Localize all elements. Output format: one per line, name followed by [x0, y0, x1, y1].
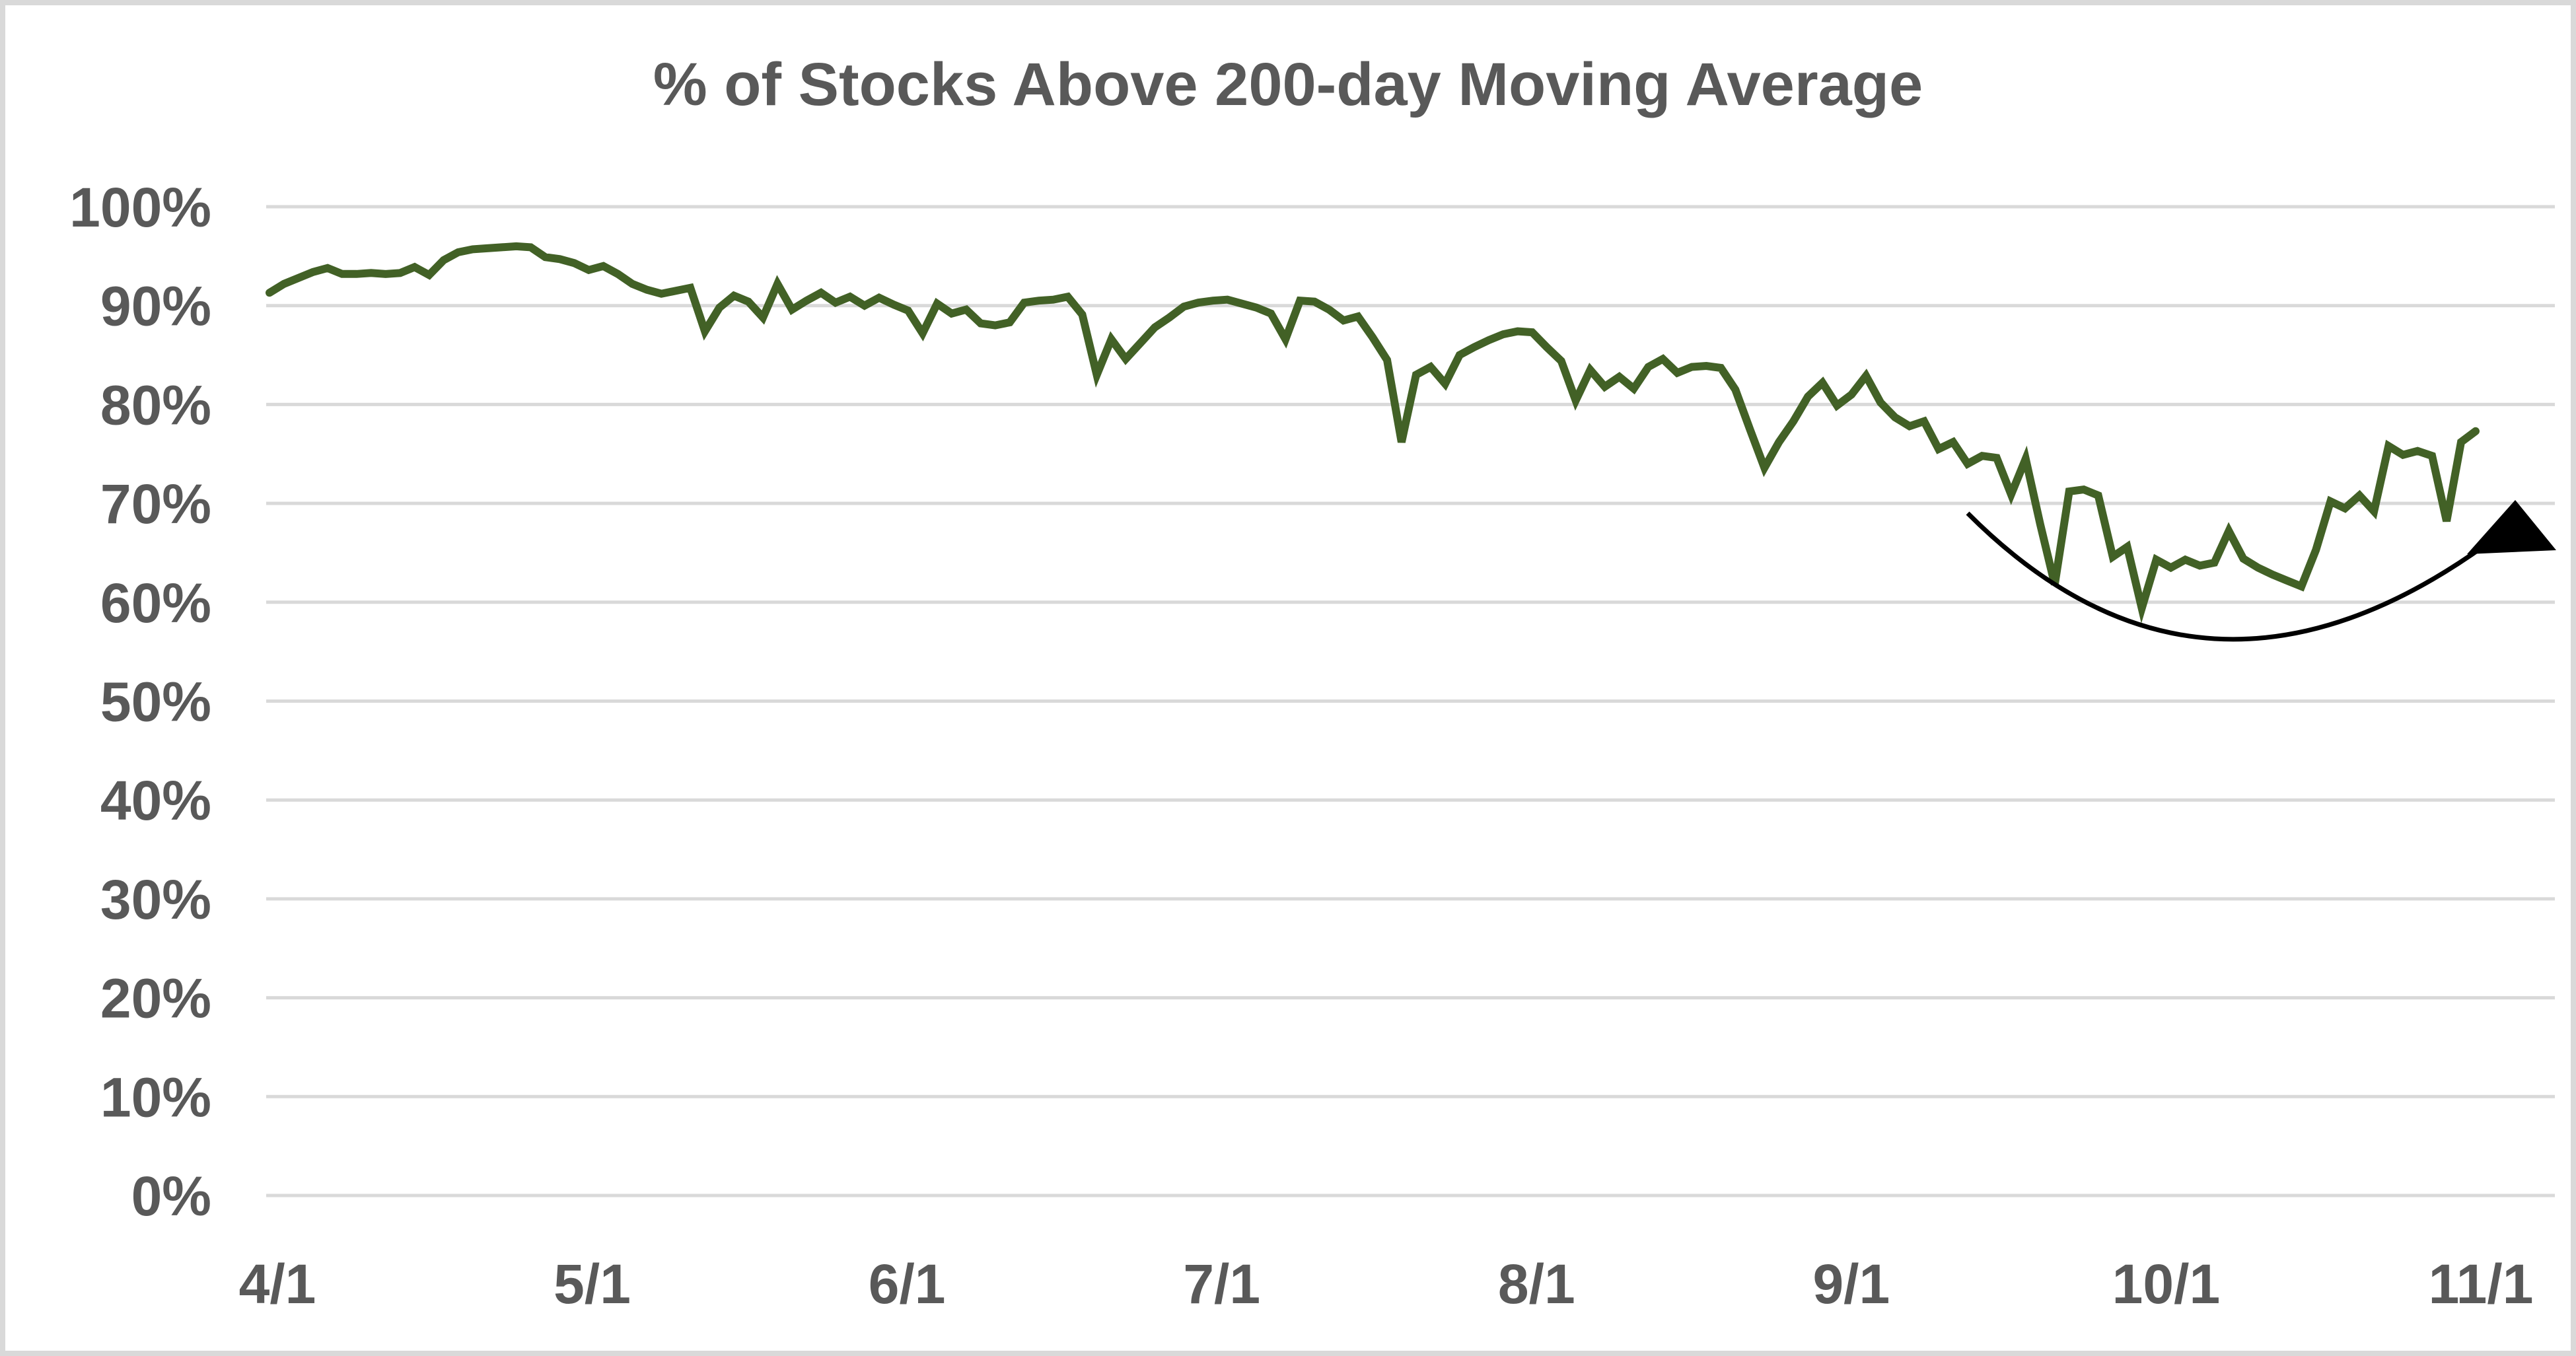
y-tick-label-70%: 70% — [100, 473, 211, 535]
x-tick-label-10/1: 10/1 — [2112, 1253, 2221, 1315]
y-tick-label-90%: 90% — [100, 275, 211, 338]
chart-title: % of Stocks Above 200-day Moving Average — [653, 51, 1923, 118]
y-tick-label-100%: 100% — [69, 176, 211, 238]
y-tick-label-80%: 80% — [100, 374, 211, 436]
x-tick-label-7/1: 7/1 — [1183, 1253, 1260, 1315]
annotation-arrowhead-icon — [2467, 500, 2556, 554]
annotation-arc — [1966, 511, 2487, 642]
x-tick-label-9/1: 9/1 — [1812, 1253, 1890, 1315]
line-chart-plot-area: 100% 90% 80% 70% 60% 50% 40% 30% 20% 10% 0% 4/1 5/1 6… — [69, 176, 2556, 1315]
y-tick-label-30%: 30% — [100, 869, 211, 931]
y-tick-label-40%: 40% — [100, 769, 211, 832]
y-tick-label-20%: 20% — [100, 968, 211, 1030]
x-tick-label-6/1: 6/1 — [869, 1253, 946, 1315]
data-line-pct-above-200dma — [266, 242, 2480, 624]
y-tick-label-10%: 10% — [100, 1066, 211, 1128]
x-tick-label-8/1: 8/1 — [1498, 1253, 1575, 1315]
x-tick-label-4/1: 4/1 — [239, 1253, 316, 1315]
y-tick-label-50%: 50% — [100, 671, 211, 733]
x-tick-label-5/1: 5/1 — [554, 1253, 631, 1315]
x-tick-label-11/1: 11/1 — [2429, 1253, 2534, 1315]
y-tick-label-60%: 60% — [100, 572, 211, 634]
y-tick-label-0%: 0% — [131, 1165, 211, 1227]
